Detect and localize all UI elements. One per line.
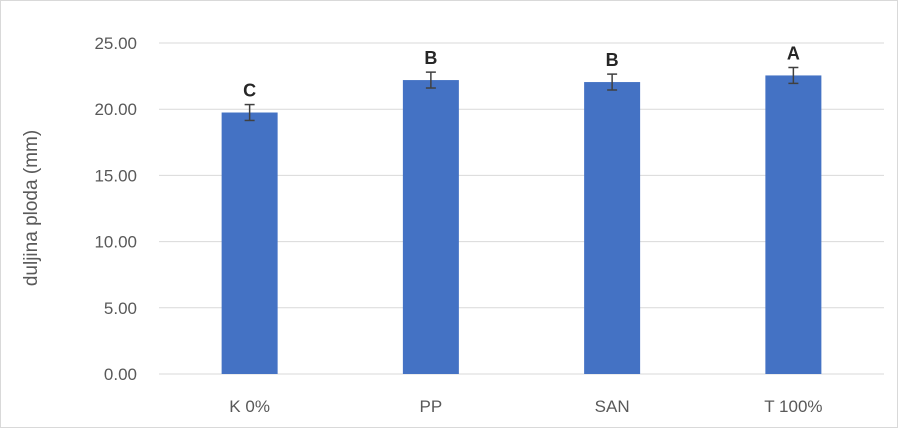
y-tick-label: 20.00 [94, 100, 137, 119]
bar [402, 80, 459, 375]
x-tick-label: T 100% [764, 397, 822, 416]
y-tick-labels: 0.00 5.00 10.00 15.00 20.00 25.00 [94, 34, 137, 384]
y-axis-title: duljina ploda (mm) [21, 130, 42, 286]
significance-label: A [787, 43, 800, 63]
error-bar [788, 66, 799, 85]
bars [221, 75, 822, 375]
y-tick-label: 10.00 [94, 233, 137, 252]
error-bars [244, 66, 799, 122]
bar [584, 82, 641, 375]
error-bar [607, 73, 618, 91]
y-tick-label: 15.00 [94, 166, 137, 185]
y-tick-label: 0.00 [104, 365, 137, 384]
error-bar [244, 103, 255, 122]
gridlines [159, 42, 884, 375]
y-tick-label: 25.00 [94, 34, 137, 53]
significance-label: C [243, 81, 256, 101]
x-tick-label: K 0% [229, 397, 270, 416]
x-tick-label: PP [420, 397, 443, 416]
x-tick-labels: K 0% PP SAN T 100% [229, 397, 822, 416]
bar [765, 75, 822, 375]
error-bar [425, 71, 436, 89]
significance-label: B [606, 50, 619, 70]
significance-label: B [424, 48, 437, 68]
x-tick-label: SAN [595, 397, 630, 416]
significance-labels: C B B A [243, 43, 800, 100]
y-tick-label: 5.00 [104, 299, 137, 318]
bar [221, 112, 278, 374]
